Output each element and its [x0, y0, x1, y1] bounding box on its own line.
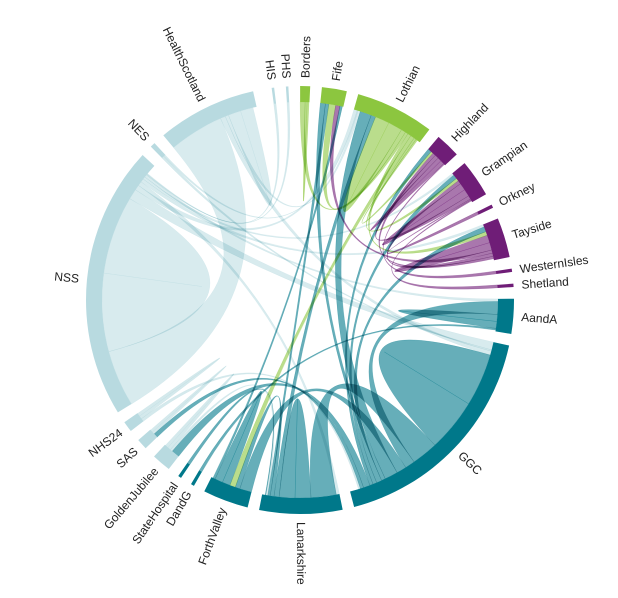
group-label-lothian: Lothian: [393, 63, 423, 104]
group-label-highland: Highland: [448, 101, 491, 145]
group-arc-orkney[interactable]: [477, 204, 494, 215]
group-label-sas: SAS: [114, 444, 141, 471]
group-label-his: HIS: [262, 59, 278, 81]
group-arc-nhs24[interactable]: [124, 413, 144, 432]
group-arc-golden-jubilee[interactable]: [154, 444, 179, 470]
group-arc-fife[interactable]: [320, 87, 347, 107]
ribbon-tayside-to-fife[interactable]: [329, 104, 493, 263]
group-label-aand-a: AandA: [521, 310, 558, 327]
group-label-forth-valley: ForthValley: [195, 506, 229, 567]
group-label-nss: NSS: [54, 269, 80, 285]
group-label-tayside: Tayside: [510, 216, 553, 241]
ribbon-highland-to-highland[interactable]: [370, 157, 444, 231]
ribbon-grampian-to-grampian[interactable]: [381, 183, 469, 246]
group-arcs-layer: [85, 86, 515, 515]
ribbon-tayside-to-highland[interactable]: [378, 152, 494, 269]
group-label-western-isles: WesternIsles: [519, 253, 589, 276]
group-arc-ggc[interactable]: [350, 342, 510, 508]
group-label-phs: PHS: [278, 53, 293, 78]
ribbon-sas-to-sas[interactable]: [150, 365, 227, 435]
group-label-fife: Fife: [329, 60, 346, 82]
group-arc-tayside[interactable]: [483, 218, 510, 261]
ribbon-lothian-to-highland[interactable]: [361, 139, 434, 224]
group-arc-grampian[interactable]: [452, 163, 487, 203]
ribbon-aand-a-to-aand-a[interactable]: [398, 309, 498, 329]
ribbons-layer: [101, 101, 499, 499]
group-arc-highland[interactable]: [428, 136, 457, 166]
group-arc-health-scotland[interactable]: [163, 91, 257, 148]
group-arc-nss[interactable]: [85, 155, 155, 413]
group-label-borders: Borders: [298, 36, 313, 78]
ribbon-nhs24-to-nhs24[interactable]: [137, 357, 220, 420]
group-arc-dand-g[interactable]: [191, 470, 202, 486]
group-arc-sas[interactable]: [138, 429, 158, 449]
group-arc-forth-valley[interactable]: [204, 477, 252, 508]
group-label-lanarkshire: Lanarkshire: [294, 522, 308, 585]
group-arc-borders[interactable]: [300, 86, 311, 103]
group-arc-aand-a[interactable]: [495, 298, 515, 334]
group-arc-his[interactable]: [271, 87, 277, 104]
group-arc-phs[interactable]: [285, 86, 290, 103]
ribbon-ggc-to-aand-a[interactable]: [368, 301, 499, 468]
group-arc-lanarkshire[interactable]: [259, 494, 343, 515]
group-arc-nes[interactable]: [150, 143, 166, 159]
ribbon-forth-valley-to-forth-valley[interactable]: [214, 390, 262, 486]
group-label-grampian: Grampian: [479, 138, 530, 179]
group-arc-lothian[interactable]: [353, 94, 430, 143]
group-label-orkney: Orkney: [496, 179, 537, 209]
group-arc-western-isles[interactable]: [495, 268, 513, 275]
group-label-health-scotland: HealthScotland: [160, 25, 208, 104]
group-label-shetland: Shetland: [521, 275, 569, 292]
group-arc-shetland[interactable]: [497, 283, 514, 288]
group-label-ggc: GGC: [455, 449, 485, 478]
ribbon-lanarkshire-to-fife[interactable]: [267, 103, 330, 497]
group-arc-state-hospital[interactable]: [178, 462, 190, 478]
group-label-nes: NES: [125, 116, 152, 144]
